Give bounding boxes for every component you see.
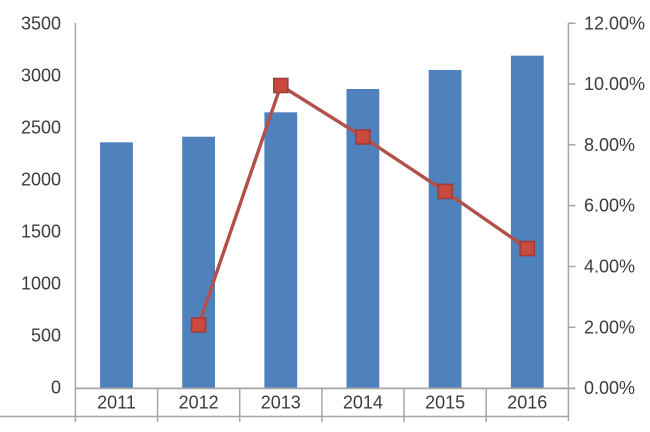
svg-text:2015: 2015 <box>425 392 465 412</box>
svg-text:3500: 3500 <box>21 13 61 33</box>
svg-text:2016: 2016 <box>507 392 547 412</box>
svg-text:2000: 2000 <box>21 169 61 189</box>
svg-text:2012: 2012 <box>179 392 219 412</box>
svg-text:2500: 2500 <box>21 117 61 137</box>
svg-text:8.00%: 8.00% <box>584 135 635 155</box>
svg-text:3000: 3000 <box>21 65 61 85</box>
svg-text:0.00%: 0.00% <box>584 378 635 398</box>
svg-text:4.00%: 4.00% <box>584 257 635 277</box>
svg-text:1500: 1500 <box>21 221 61 241</box>
svg-text:2011: 2011 <box>97 392 136 412</box>
svg-text:500: 500 <box>31 326 61 346</box>
svg-text:2013: 2013 <box>261 392 301 412</box>
svg-text:2.00%: 2.00% <box>584 317 635 337</box>
svg-text:0: 0 <box>51 378 61 398</box>
svg-text:2014: 2014 <box>343 392 383 412</box>
svg-text:1000: 1000 <box>21 274 61 294</box>
svg-text:12.00%: 12.00% <box>584 13 645 33</box>
svg-text:6.00%: 6.00% <box>584 196 635 216</box>
svg-text:10.00%: 10.00% <box>584 74 645 94</box>
